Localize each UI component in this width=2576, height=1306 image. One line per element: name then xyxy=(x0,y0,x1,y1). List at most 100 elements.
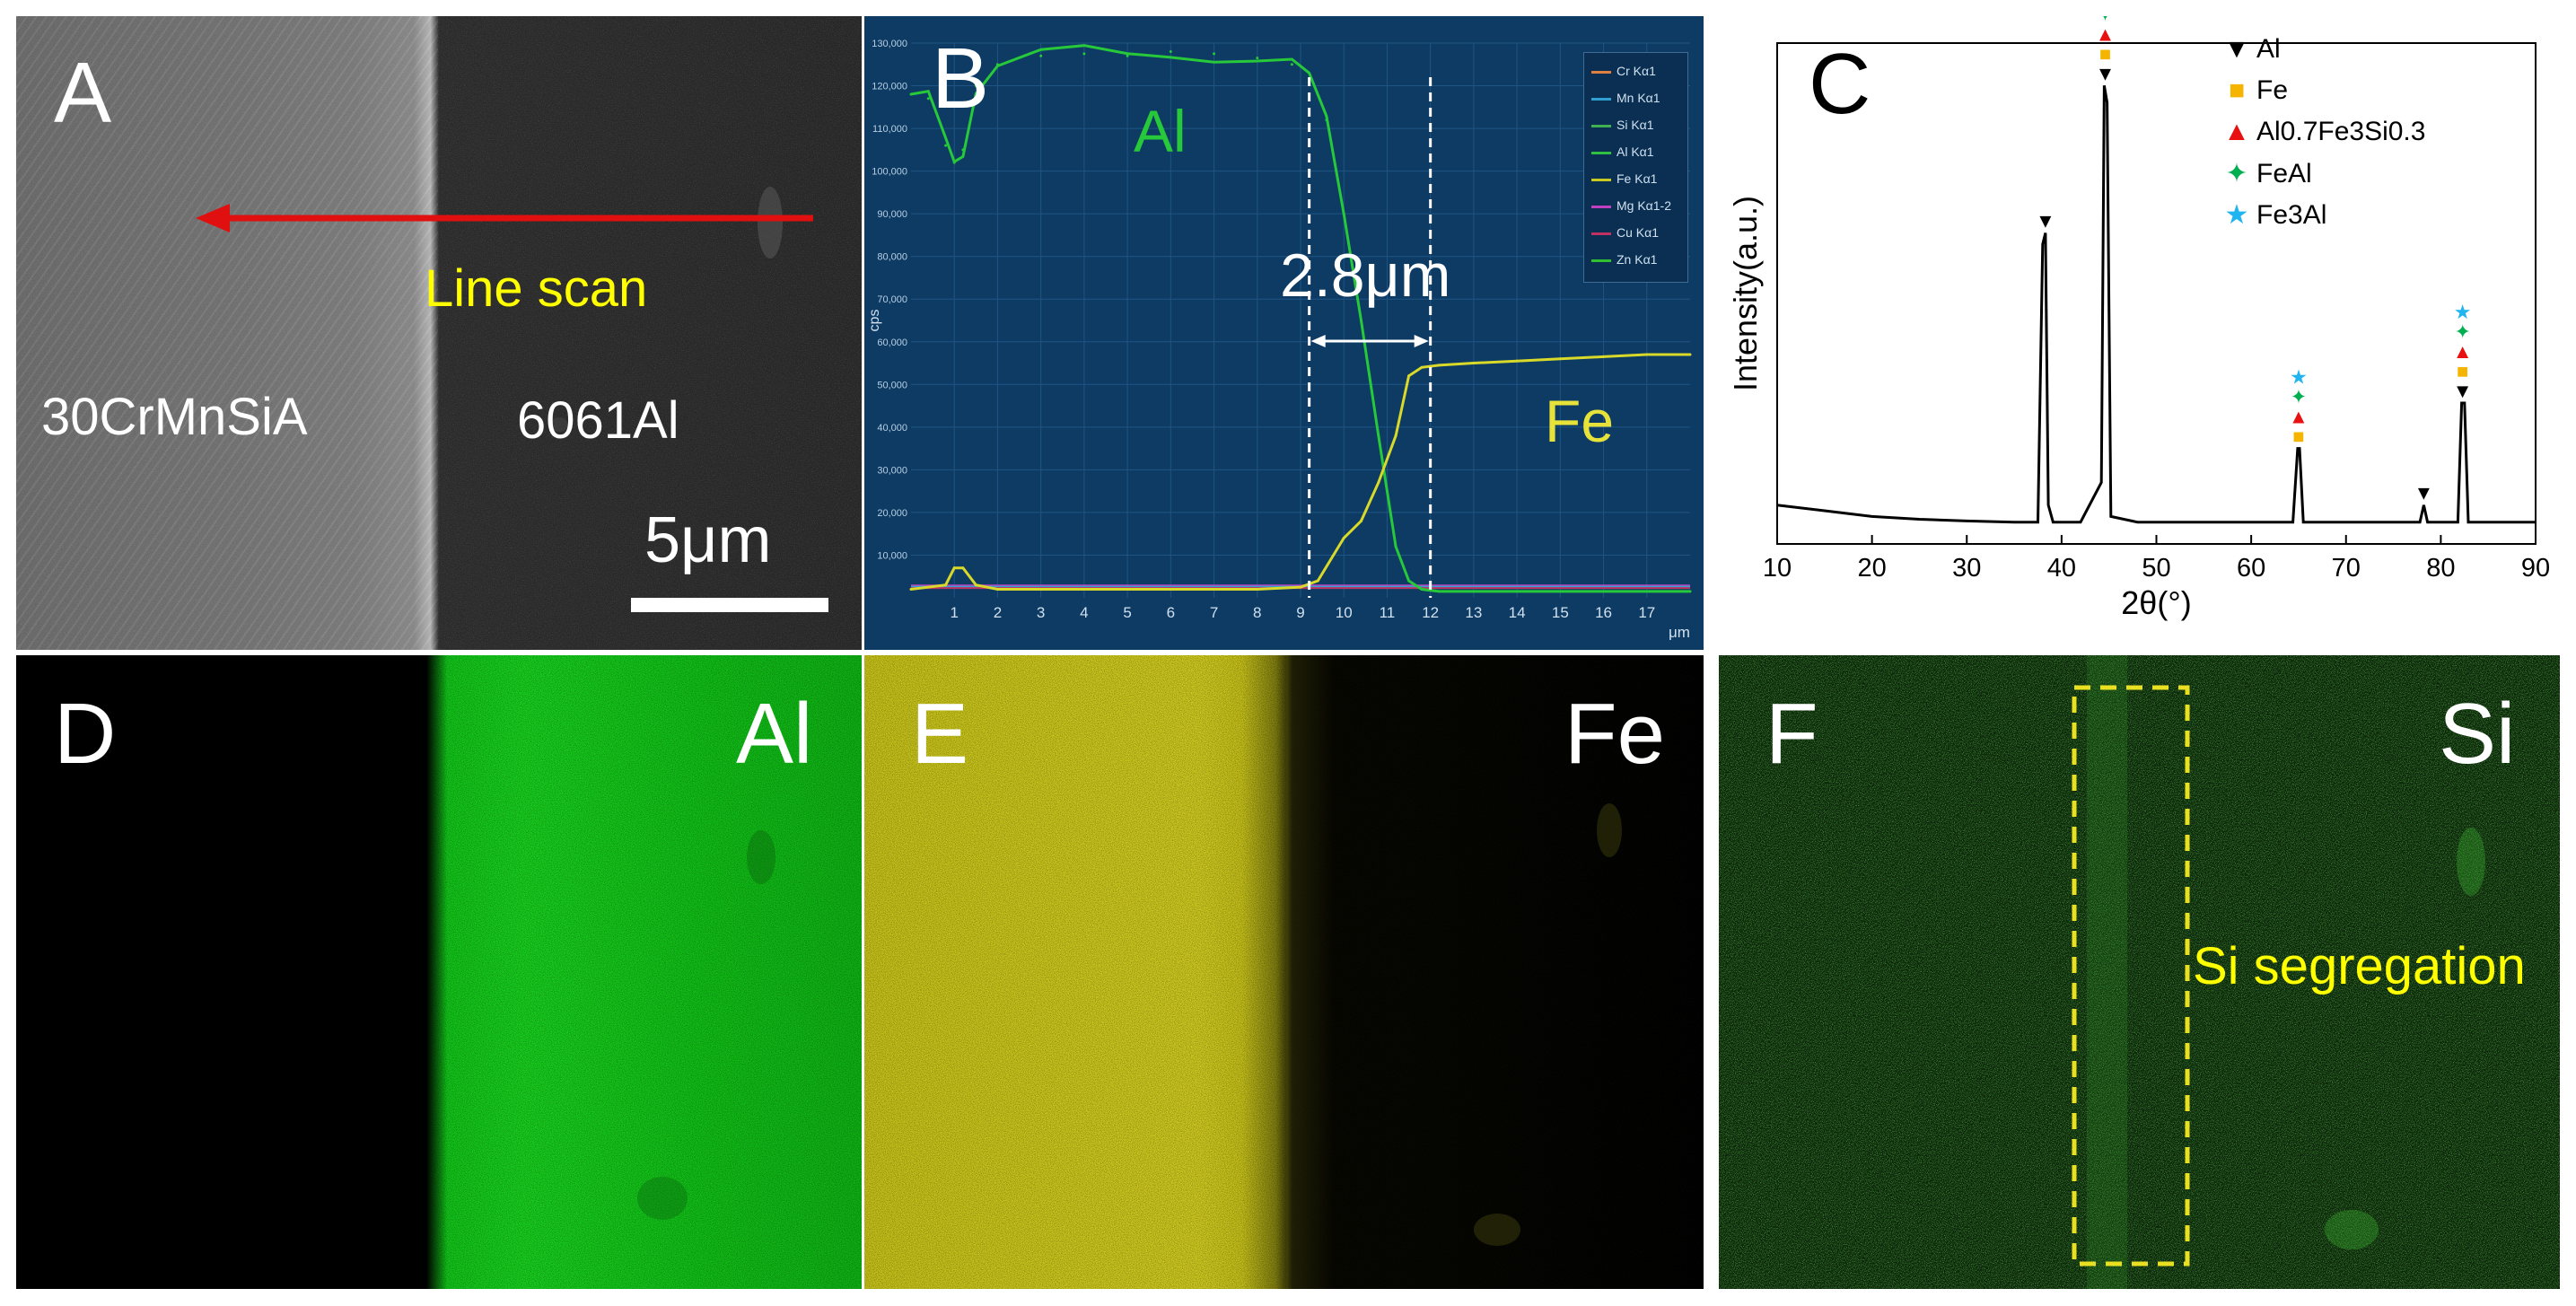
y-tick-label: 30,000 xyxy=(877,465,907,476)
series-point xyxy=(1437,364,1441,367)
series-point xyxy=(961,566,965,570)
xrd-legend-entry: ✦ FeAl xyxy=(2217,158,2311,189)
series-point xyxy=(944,144,948,147)
series-point xyxy=(909,92,913,96)
legend-swatch xyxy=(1591,259,1611,262)
width-arrow-head-right xyxy=(1414,335,1429,347)
element-label-fe: Fe xyxy=(1564,686,1666,782)
series-point xyxy=(1688,590,1692,593)
line-scan-chart: 10,000 20,000 30,000 40,000 50,000 60,000 70,0… xyxy=(867,39,1692,641)
series-point xyxy=(1039,54,1043,57)
series-point xyxy=(1407,374,1411,378)
line-scan-arrow xyxy=(196,204,813,232)
legend-entry: Cr Kα1 xyxy=(1591,64,1656,78)
legend-label: Al Kα1 xyxy=(1617,145,1654,159)
peak-marker: ✦ xyxy=(2291,386,2307,408)
series-point xyxy=(926,97,930,101)
xrd-pattern-line xyxy=(1776,85,2536,524)
x-tick-label: 2 xyxy=(994,604,1002,621)
panel-e-fe-map: E Fe xyxy=(864,655,1704,1289)
x-tick-label: 13 xyxy=(1465,604,1482,621)
series-line-al xyxy=(910,44,1690,593)
series-point xyxy=(1256,57,1259,60)
x-tick-label: 70 xyxy=(2332,554,2361,583)
series-point xyxy=(952,161,956,164)
series-point xyxy=(1342,536,1345,539)
legend-label: Fe Kα1 xyxy=(1617,171,1658,186)
series-point xyxy=(1407,579,1411,583)
x-tick-label: 3 xyxy=(1037,604,1045,621)
y-tick-label: 80,000 xyxy=(877,252,907,263)
panel-label-b: B xyxy=(932,31,990,127)
x-tick-label: 4 xyxy=(1080,604,1088,621)
xrd-legend-entry: ▼ Al xyxy=(2217,34,2281,65)
panel-label-e: E xyxy=(911,686,969,782)
y-tick-label: 70,000 xyxy=(877,294,907,305)
x-tick-label: 20 xyxy=(1857,554,1886,583)
x-tick-label: 90 xyxy=(2521,554,2550,583)
panel-d-al-map: D Al xyxy=(16,655,862,1289)
peak-marker: ▼ xyxy=(2453,380,2473,402)
peak-marker: ✦ xyxy=(2454,320,2470,343)
peak-marker: ✦ xyxy=(2097,16,2113,25)
x-tick-label: 50 xyxy=(2142,554,2170,583)
segregation-box xyxy=(2072,685,2190,1267)
x-tick-label: 40 xyxy=(2047,554,2076,583)
series-point xyxy=(961,148,965,152)
x-tick-label: 17 xyxy=(1638,604,1655,621)
x-tick-label: 15 xyxy=(1552,604,1569,621)
series-point xyxy=(1420,587,1424,591)
peak-marker: ▲ xyxy=(2453,340,2473,363)
legend-entry: Mn Kα1 xyxy=(1591,91,1660,105)
legend-swatch xyxy=(1591,97,1611,101)
panel-a-sem-image: A Line scan 30CrMnSiA 6061Al 5μm xyxy=(16,16,862,650)
series-point xyxy=(1688,353,1692,356)
y-tick-label: 100,000 xyxy=(872,167,907,178)
xrd-legend-entry: ▲ Al0.7Fe3Si0.3 xyxy=(2217,117,2425,147)
peak-marker: ★ xyxy=(2290,366,2308,389)
y-tick-label: 110,000 xyxy=(872,124,907,135)
panel-label-f: F xyxy=(1766,686,1818,782)
xrd-legend-symbol: ■ xyxy=(2228,75,2246,105)
x-tick-label: 5 xyxy=(1123,604,1131,621)
legend-entry: Cu Kα1 xyxy=(1591,225,1659,240)
right-material-label: 6061Al xyxy=(517,391,679,450)
series-point xyxy=(995,587,999,591)
series-point xyxy=(974,84,977,88)
x-tick-label: 9 xyxy=(1296,604,1304,621)
series-point xyxy=(1169,50,1172,54)
element-label-si: Si xyxy=(2439,686,2516,782)
series-point xyxy=(944,583,948,587)
series-point xyxy=(1515,359,1519,363)
xrd-legend-symbol: ★ xyxy=(2224,200,2249,230)
peak-marker: ■ xyxy=(2457,360,2468,382)
xrd-legend-entry: ★ Fe3Al xyxy=(2217,199,2327,231)
legend-entry: Si Kα1 xyxy=(1591,118,1654,132)
series-point xyxy=(1126,54,1129,57)
al-curve-label: Al xyxy=(1134,98,1187,164)
series-point xyxy=(1602,590,1606,593)
legend-swatch xyxy=(1591,151,1611,154)
series-line-fe xyxy=(910,353,1690,591)
y-tick-label: 120,000 xyxy=(872,82,907,92)
panel-label-c: C xyxy=(1809,36,1871,132)
x-tick-label: 12 xyxy=(1422,604,1439,621)
series-point xyxy=(974,583,977,587)
series-point xyxy=(1437,590,1441,593)
series-point xyxy=(1256,587,1259,591)
series-point xyxy=(1360,519,1363,522)
series-point xyxy=(1394,434,1398,437)
series-point xyxy=(952,566,956,570)
series-point xyxy=(1325,118,1328,122)
series-point xyxy=(1420,365,1424,369)
series-point xyxy=(1082,52,1086,56)
si-segregation-label: Si segregation xyxy=(2193,937,2526,995)
y-tick-label: 20,000 xyxy=(877,508,907,519)
legend-label: Cr Kα1 xyxy=(1617,64,1656,78)
left-material-label: 30CrMnSiA xyxy=(41,388,308,446)
x-tick-label: 8 xyxy=(1253,604,1261,621)
panel-f-si-map: F Si Si segregation xyxy=(1719,655,2560,1289)
line-scan-legend: Cr Kα1 Mn Kα1 Si Kα1 Al Kα1 Fe Kα1 Mg Kα1-2 Cu… xyxy=(1583,52,1688,283)
x-axis-label: 2θ(°) xyxy=(2121,584,2191,621)
scale-bar-label: 5μm xyxy=(644,504,772,576)
